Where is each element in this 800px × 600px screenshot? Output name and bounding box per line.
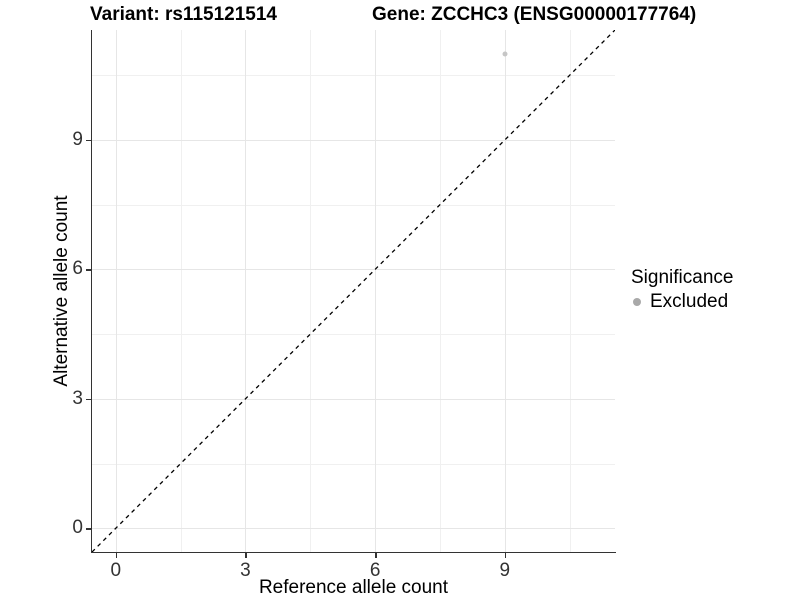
plot-panel (92, 30, 615, 552)
legend-key-dot (633, 298, 641, 306)
gridline-minor-y (92, 204, 615, 206)
y-axis-line (91, 30, 93, 554)
y-tick-label: 3 (72, 387, 83, 409)
gridline-major-y (92, 269, 615, 271)
gridline-major-x (375, 30, 377, 552)
plot-title-gene: Gene: ZCCHC3 (ENSG00000177764) (372, 4, 697, 25)
x-tick-label: 9 (499, 560, 511, 581)
legend-title: Significance (631, 267, 734, 288)
x-tick-mark (504, 553, 507, 558)
x-tick-label: 0 (110, 560, 122, 581)
gridline-major-y (92, 528, 615, 530)
gridline-minor-y (92, 463, 615, 465)
gridline-minor-x (439, 30, 441, 552)
identity-line (92, 30, 615, 552)
x-tick-label: 3 (240, 560, 251, 581)
gridline-minor-x (310, 30, 312, 552)
gridline-minor-y (92, 334, 615, 336)
gridline-major-y (92, 140, 615, 141)
x-tick-mark (245, 553, 247, 558)
gridline-minor-x (180, 30, 182, 552)
x-tick-mark (375, 553, 377, 558)
gridline-major-y (92, 398, 615, 400)
data-point (502, 51, 508, 57)
legend-entry-label: Excluded (650, 291, 729, 312)
x-tick-label: 6 (369, 560, 381, 581)
gridline-major-x (115, 30, 117, 552)
legend-entry: Excluded (631, 291, 733, 313)
y-tick-mark (86, 269, 91, 271)
plot-title-variant: Variant: rs115121514 (90, 4, 277, 25)
y-tick-label: 6 (72, 258, 83, 280)
x-axis-line (91, 552, 616, 554)
y-tick-mark (86, 528, 91, 530)
y-axis-title: Alternative allele count (51, 195, 72, 387)
gridline-major-x (245, 30, 247, 552)
y-tick-label: 9 (72, 129, 83, 150)
x-tick-mark (115, 553, 118, 558)
x-axis-title: Reference allele count (258, 577, 449, 598)
gridline-minor-x (569, 30, 571, 552)
legend-entries: Excluded (631, 291, 733, 313)
y-tick-mark (86, 398, 91, 401)
legend: Significance Excluded (631, 267, 733, 313)
y-tick-mark (86, 140, 91, 142)
y-tick-label: 0 (72, 517, 83, 539)
gridline-major-x (504, 30, 506, 552)
gridline-minor-y (92, 75, 615, 77)
